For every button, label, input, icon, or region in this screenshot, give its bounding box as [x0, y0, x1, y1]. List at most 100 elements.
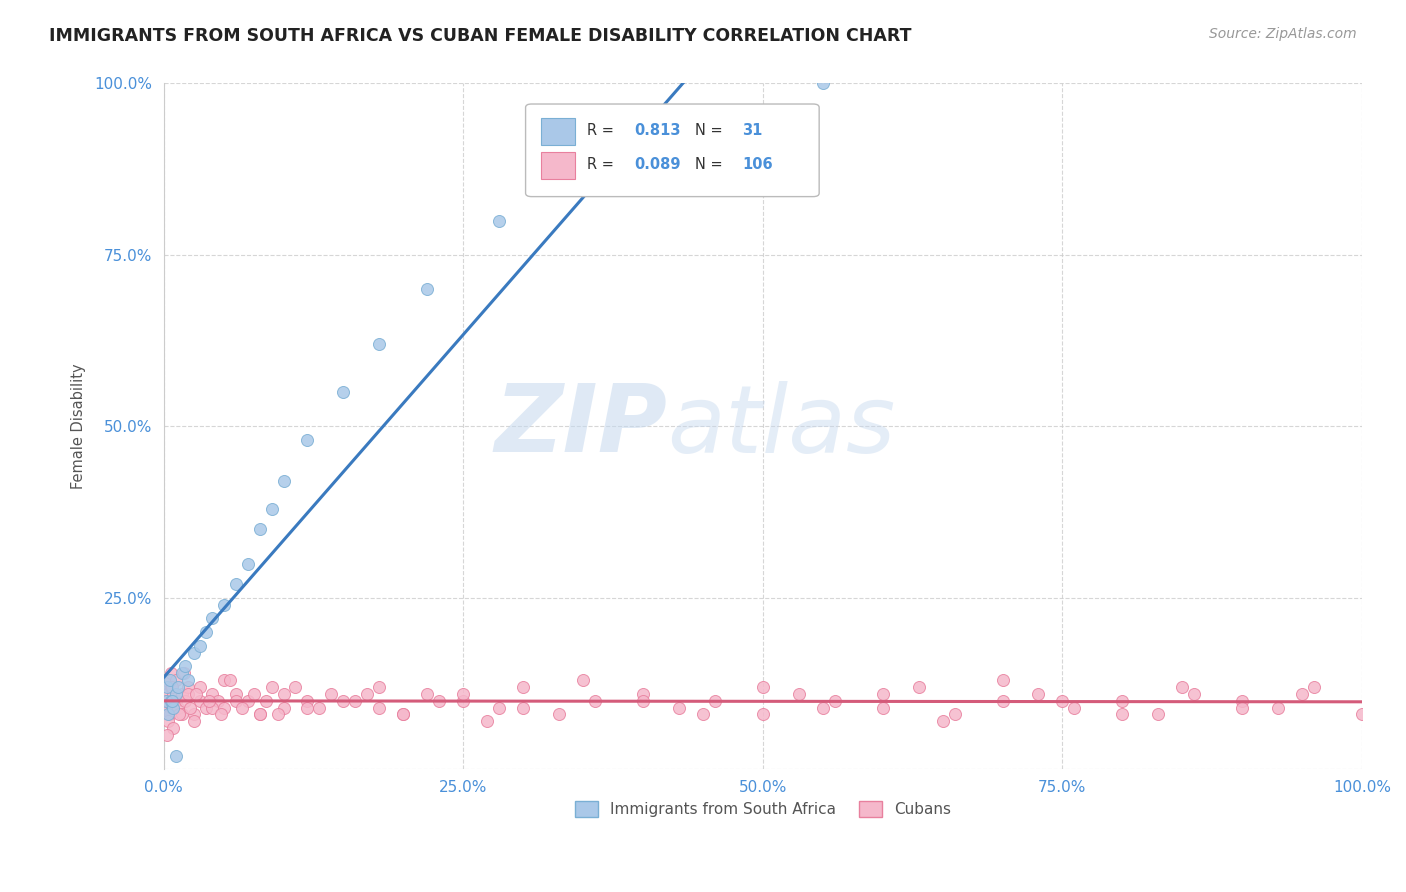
- Point: [787, 687, 810, 701]
- Point: [668, 700, 690, 714]
- Point: [184, 687, 207, 701]
- Point: [249, 707, 271, 722]
- Point: [156, 728, 179, 742]
- Point: [225, 687, 247, 701]
- Point: [212, 673, 235, 687]
- Point: [167, 700, 190, 714]
- Point: [427, 694, 450, 708]
- Point: [160, 680, 183, 694]
- Point: [231, 700, 253, 714]
- Point: [416, 282, 439, 296]
- Text: R =: R =: [586, 157, 619, 172]
- Point: [242, 687, 264, 701]
- Point: [1111, 694, 1133, 708]
- Point: [160, 700, 183, 714]
- Point: [811, 700, 834, 714]
- Point: [752, 680, 775, 694]
- Point: [160, 680, 183, 694]
- Point: [153, 694, 176, 708]
- Point: [321, 687, 343, 701]
- Text: atlas: atlas: [666, 381, 896, 472]
- Point: [811, 77, 834, 91]
- Point: [392, 707, 415, 722]
- Point: [703, 694, 725, 708]
- Text: 31: 31: [742, 122, 763, 137]
- Point: [572, 673, 595, 687]
- Point: [157, 714, 180, 729]
- Point: [156, 687, 179, 701]
- Point: [156, 680, 179, 694]
- Point: [167, 680, 190, 694]
- Point: [225, 694, 247, 708]
- Point: [212, 700, 235, 714]
- Point: [163, 694, 186, 708]
- Point: [167, 707, 190, 722]
- Bar: [541, 152, 575, 179]
- Point: [692, 707, 714, 722]
- Point: [155, 673, 177, 687]
- Point: [1052, 694, 1074, 708]
- Point: [160, 694, 183, 708]
- Point: [194, 700, 217, 714]
- Point: [416, 687, 439, 701]
- Point: [254, 694, 277, 708]
- Point: [201, 687, 224, 701]
- Point: [159, 673, 181, 687]
- Point: [207, 694, 229, 708]
- Text: 0.089: 0.089: [634, 157, 681, 172]
- Point: [1147, 707, 1170, 722]
- Point: [872, 700, 894, 714]
- Point: [170, 687, 193, 701]
- Point: [512, 700, 534, 714]
- Point: [173, 666, 195, 681]
- Point: [631, 687, 654, 701]
- Point: [344, 694, 367, 708]
- Point: [1171, 680, 1194, 694]
- Point: [165, 694, 187, 708]
- Point: [1303, 680, 1326, 694]
- Point: [368, 680, 391, 694]
- Point: [209, 707, 232, 722]
- Point: [368, 337, 391, 351]
- Point: [174, 694, 197, 708]
- Point: [477, 714, 499, 729]
- Point: [162, 700, 184, 714]
- Point: [183, 707, 205, 722]
- Point: [162, 687, 184, 701]
- Point: [488, 700, 510, 714]
- Point: [183, 646, 205, 660]
- Text: IMMIGRANTS FROM SOUTH AFRICA VS CUBAN FEMALE DISABILITY CORRELATION CHART: IMMIGRANTS FROM SOUTH AFRICA VS CUBAN FE…: [49, 27, 911, 45]
- Point: [991, 673, 1014, 687]
- Point: [174, 659, 197, 673]
- Point: [165, 687, 187, 701]
- Point: [249, 707, 271, 722]
- Point: [194, 625, 217, 640]
- Point: [824, 694, 846, 708]
- Point: [332, 694, 354, 708]
- Point: [236, 694, 259, 708]
- Point: [159, 707, 181, 722]
- Point: [1111, 707, 1133, 722]
- Point: [1063, 700, 1085, 714]
- Legend: Immigrants from South Africa, Cubans: Immigrants from South Africa, Cubans: [568, 795, 957, 823]
- Point: [1230, 700, 1253, 714]
- Text: 0.813: 0.813: [634, 122, 681, 137]
- Point: [1267, 700, 1289, 714]
- Text: N =: N =: [695, 157, 727, 172]
- Text: 106: 106: [742, 157, 773, 172]
- Point: [266, 707, 288, 722]
- Point: [160, 694, 183, 708]
- Point: [183, 714, 205, 729]
- Point: [236, 557, 259, 571]
- Bar: [541, 118, 575, 145]
- Point: [212, 598, 235, 612]
- Point: [273, 687, 295, 701]
- Point: [752, 707, 775, 722]
- Point: [872, 687, 894, 701]
- Point: [356, 687, 378, 701]
- Point: [273, 475, 295, 489]
- Point: [201, 700, 224, 714]
- Point: [368, 700, 391, 714]
- Point: [176, 673, 198, 687]
- Point: [1291, 687, 1313, 701]
